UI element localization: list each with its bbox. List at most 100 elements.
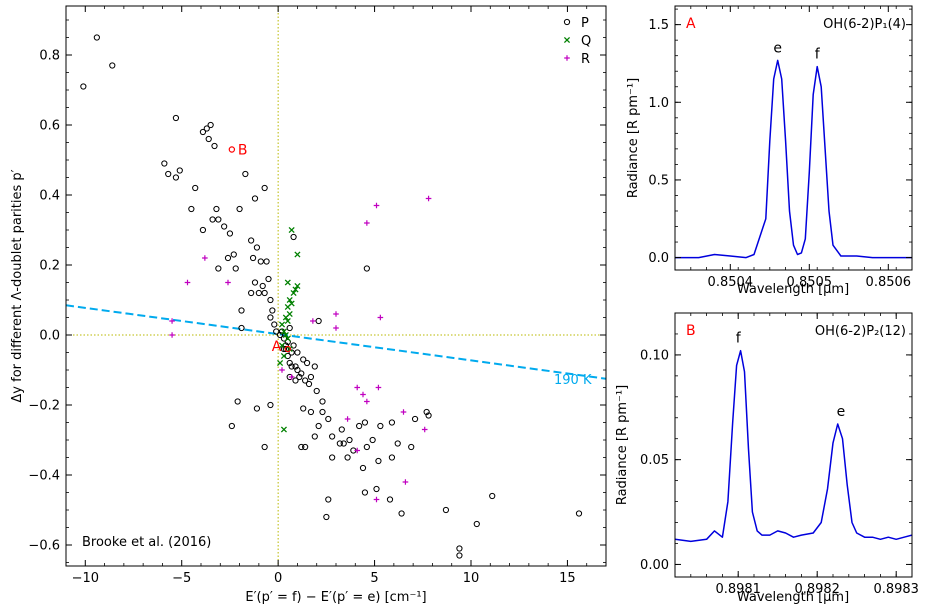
point-q [278,321,286,328]
point-q [288,300,295,307]
main-panel: AB −10 −5 0 5 10 15−0.6−0.4−0.20.00.20.40.60.… [10,5,607,605]
annotation-b: B [238,143,248,159]
point-p [411,415,419,423]
point-r [421,426,428,433]
point-p [315,422,322,430]
point-p [203,125,210,132]
legend-marker-r [564,55,570,61]
point-p [473,520,480,528]
point-p [263,258,270,265]
point-p [172,114,180,122]
point-q [286,345,293,353]
point-p [207,121,214,129]
point-p [375,457,382,465]
point-p [456,545,463,552]
point-p [211,142,218,150]
point-p [232,265,239,272]
point-p [298,443,305,451]
x-tick-label: 15 [559,571,576,586]
point-p [199,226,207,234]
point-p [215,265,222,272]
point-r [375,384,382,391]
point-r [169,332,175,338]
y-tick-label: 0.2 [39,259,60,274]
point-p [80,83,87,90]
panel-a-ticks: 0.8504 0.8505 0.8506 0.0 0.5 1.0 1.5 [648,6,913,290]
point-p [282,345,289,353]
point-p [329,433,336,440]
point-q [280,352,287,360]
point-r [364,220,370,226]
point-p [311,363,318,370]
point-r [364,398,370,405]
point-p [313,387,320,395]
point-p [253,405,261,412]
panel-b-ylabel: Radiance [R pm⁻¹] [615,385,630,505]
point-p [361,419,369,426]
panel-a-x-tick-label: 0.8505 [787,275,833,290]
panel-a-x-tick-label: 0.8504 [708,275,754,290]
point-p [356,422,363,430]
point-p [236,205,243,213]
point-p [363,265,370,272]
y-tick-label: 0.6 [39,119,60,134]
y-tick-label: 0.8 [39,49,60,64]
panel-a-title: OH(6-2)P₁(4) [823,17,906,32]
y-tick-label: −0.4 [28,469,60,484]
panel-b-label: B [686,323,696,339]
point-p [228,422,235,430]
panel-b-title: OH(6-2)P₂(12) [815,324,906,339]
point-p [165,170,172,178]
point-p [234,398,241,405]
point-p [398,510,405,517]
point-q [280,328,287,335]
point-q [277,359,284,367]
point-p [302,377,309,384]
panel-b-curve-group [675,349,912,543]
panel-a-peak-label-e: e [773,40,782,56]
point-p [267,296,274,304]
point-p [292,377,299,384]
panel-a-y-tick-label: 0.0 [648,251,669,266]
fit-line-190k [66,304,606,380]
point-p [261,184,268,192]
x-tick-label: 5 [370,571,378,586]
point-q [286,296,293,304]
panel-b-peak-label-f: f [736,331,742,347]
point-p [373,485,380,493]
point-p [215,216,222,223]
panel-b-xlabel: Wavelength [μm] [737,590,849,605]
legend-marker-q [563,36,571,44]
point-p [425,412,432,419]
reference-lines [66,6,606,566]
panel-a-peak-label-f: f [815,47,821,63]
legend-label-q: Q [581,34,591,49]
point-p [284,352,291,360]
panel-a-spectrum-line [675,59,912,259]
point-p [269,307,276,314]
point-q [294,251,301,258]
point-p [294,366,301,374]
y-tick-label: −0.2 [28,399,60,414]
source-note: Brooke et al. (2016) [82,535,211,550]
panel-b-spectrum-line [675,349,912,543]
point-p [303,359,311,367]
panel-b-x-tick-label: 0.8981 [715,582,761,597]
point-p [338,426,345,433]
point-p [307,373,315,381]
fit-line-group [66,304,606,380]
point-p [255,289,262,297]
point-p [346,436,353,444]
point-p [276,331,284,339]
point-p [394,440,401,447]
point-r [288,374,295,380]
panel-a-y-tick-label: 1.0 [648,96,669,111]
panel-a-xlabel: Wavelength [μm] [737,282,849,297]
point-p [280,335,288,342]
point-p [300,405,307,412]
scatter-points [80,34,583,559]
panel-b-y-tick-label: 0.05 [640,453,669,468]
point-p [242,170,249,178]
point-p [386,496,394,503]
